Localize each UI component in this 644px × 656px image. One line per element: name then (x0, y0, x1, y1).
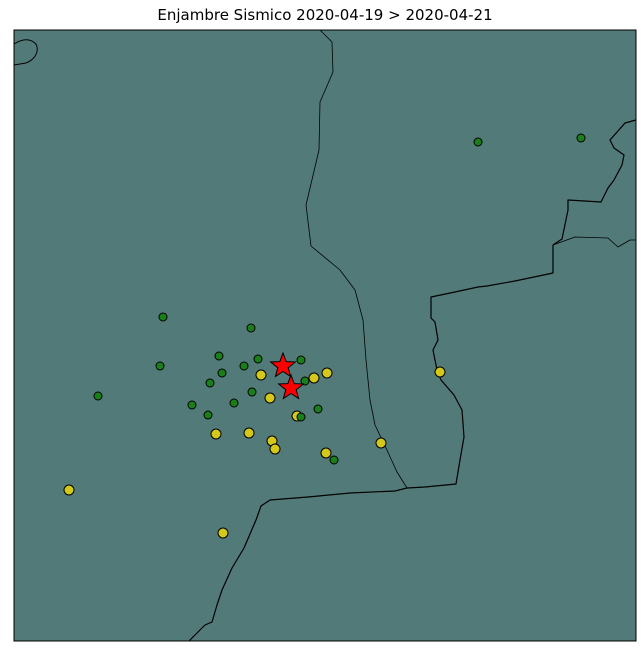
map-background (13, 29, 637, 642)
small-event-marker (247, 387, 257, 397)
border-international (188, 119, 637, 642)
small-event-marker (187, 400, 197, 410)
small-event-marker (246, 323, 256, 333)
medium-event-marker (269, 443, 281, 455)
medium-event-marker (217, 527, 229, 539)
markers-layer (63, 133, 586, 539)
small-event-marker (253, 354, 263, 364)
medium-event-marker (243, 427, 255, 439)
small-event-marker (203, 410, 213, 420)
small-event-marker (239, 361, 249, 371)
main-event-star (277, 373, 305, 400)
main-event-star (269, 351, 297, 378)
border-east (552, 236, 636, 248)
map-title: Enjambre Sismico 2020-04-19 > 2020-04-21 (157, 6, 493, 24)
small-event-marker (158, 312, 168, 322)
small-event-marker (296, 412, 306, 422)
small-event-marker (217, 368, 227, 378)
medium-event-marker (434, 366, 446, 378)
small-event-marker (93, 391, 103, 401)
small-event-marker (576, 133, 586, 143)
small-event-marker (229, 398, 239, 408)
medium-event-marker (375, 437, 387, 449)
borders (13, 29, 637, 642)
small-event-marker (300, 376, 310, 386)
small-event-marker (329, 455, 339, 465)
medium-event-marker (264, 392, 276, 404)
medium-event-marker (308, 372, 320, 384)
small-event-marker (296, 355, 306, 365)
small-event-marker (155, 361, 165, 371)
small-event-marker (473, 137, 483, 147)
medium-event-marker (320, 447, 332, 459)
medium-event-marker (63, 484, 75, 496)
medium-event-marker (255, 369, 267, 381)
border-internal (305, 29, 408, 489)
small-event-marker (214, 351, 224, 361)
small-event-marker (313, 404, 323, 414)
border-top-left (13, 39, 38, 66)
medium-event-marker (210, 428, 222, 440)
medium-event-marker (321, 367, 333, 379)
small-event-marker (205, 378, 215, 388)
